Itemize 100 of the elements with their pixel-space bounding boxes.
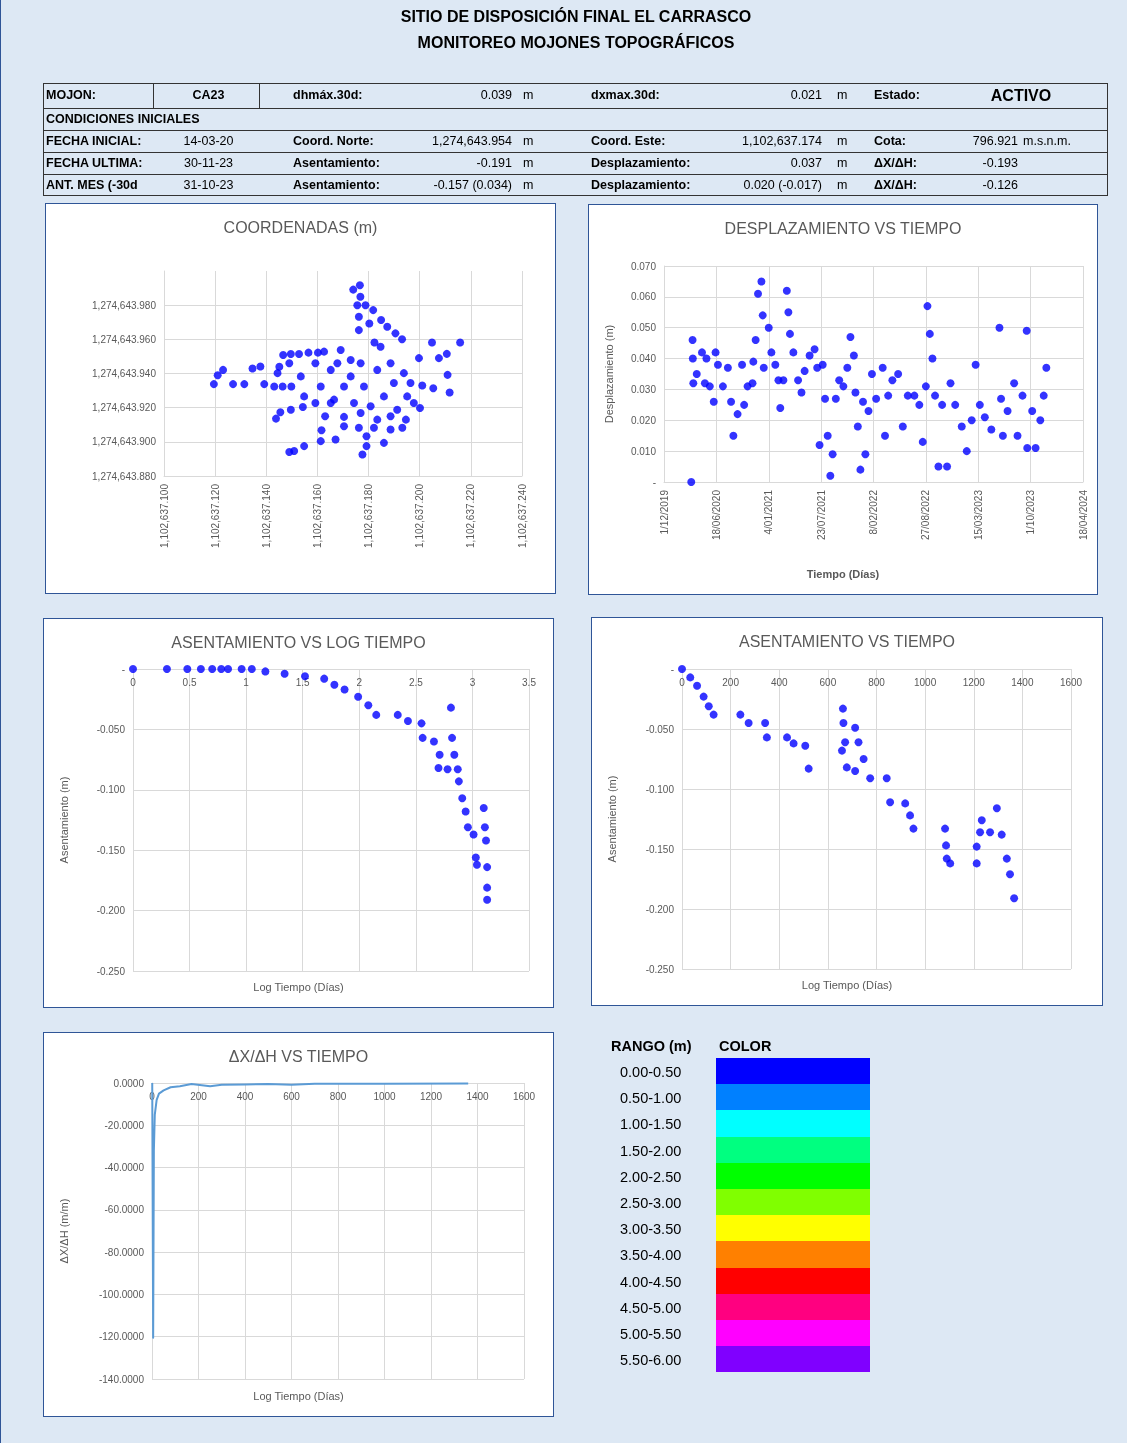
point bbox=[461, 807, 470, 816]
point bbox=[838, 704, 847, 713]
x-tick-label: 200 bbox=[190, 1090, 208, 1102]
text: Asentamiento: bbox=[293, 155, 381, 172]
text: m.s.n.m. bbox=[1023, 133, 1072, 150]
point bbox=[736, 710, 745, 719]
point bbox=[247, 665, 256, 673]
point bbox=[330, 680, 339, 689]
point bbox=[450, 750, 459, 759]
point bbox=[986, 828, 995, 837]
text: 30-11-23 bbox=[182, 155, 235, 172]
y-tick-label: -80.0000 bbox=[104, 1246, 145, 1258]
text: -0.126 bbox=[981, 177, 1018, 194]
point bbox=[237, 665, 246, 673]
x-tick-label: 600 bbox=[819, 676, 837, 688]
x-tick-label: 1 bbox=[243, 676, 250, 688]
point bbox=[686, 673, 695, 682]
point bbox=[403, 716, 412, 725]
x-tick-label: 1,102,637.160 bbox=[311, 483, 323, 548]
point bbox=[976, 828, 985, 837]
point bbox=[854, 738, 863, 747]
y-tick-label: -60.0000 bbox=[104, 1204, 145, 1216]
point bbox=[320, 674, 329, 683]
point bbox=[354, 692, 363, 701]
y-axis-title: Desplazamiento (m) bbox=[602, 324, 615, 424]
text: CONDICIONES INICIALES bbox=[46, 111, 201, 128]
point bbox=[463, 823, 472, 832]
x-tick-label: 1200 bbox=[419, 1090, 443, 1102]
point bbox=[693, 681, 702, 690]
text: 0.021 bbox=[789, 87, 822, 104]
chart-title: DESPLAZAMIENTO VS TIEMPO bbox=[724, 219, 962, 237]
text: 31-10-23 bbox=[182, 177, 235, 194]
point bbox=[418, 733, 427, 742]
point bbox=[1005, 870, 1014, 879]
y-tick-label: 0.060 bbox=[630, 291, 657, 303]
point bbox=[454, 777, 463, 786]
point bbox=[434, 764, 443, 773]
point bbox=[480, 823, 489, 832]
x-tick-label: 1,102,637.100 bbox=[158, 483, 170, 548]
text: m bbox=[837, 87, 849, 104]
y-tick-label: 1,274,643.960 bbox=[92, 333, 157, 345]
category-label: 2.50-3.00 bbox=[620, 1194, 682, 1213]
x-tick-label: 800 bbox=[868, 676, 886, 688]
point bbox=[183, 665, 192, 673]
point bbox=[941, 824, 950, 833]
y-tick-label: 0.030 bbox=[630, 383, 657, 395]
x-tick-label: 4/01/2021 bbox=[763, 489, 775, 535]
x-tick-label: 1,102,637.240 bbox=[516, 483, 528, 548]
point bbox=[704, 702, 713, 711]
y-tick-label: -0.050 bbox=[96, 723, 126, 735]
category-label: 5.50-6.00 bbox=[620, 1351, 682, 1371]
text: ΔX/ΔH: bbox=[874, 177, 918, 194]
text: FECHA INICIAL: bbox=[46, 133, 143, 150]
point bbox=[129, 665, 137, 673]
x-tick-label: 2.5 bbox=[408, 676, 424, 688]
category-label: 0.00-0.50 bbox=[620, 1063, 682, 1082]
point bbox=[886, 798, 895, 807]
y-tick-label: -0.250 bbox=[645, 963, 675, 975]
point bbox=[942, 841, 951, 850]
point bbox=[882, 774, 891, 783]
x-tick-label: 3.5 bbox=[522, 676, 537, 688]
x-tick-label: 1/10/2023 bbox=[1025, 489, 1037, 535]
y-tick-label: -100.0000 bbox=[98, 1288, 145, 1300]
point bbox=[446, 703, 455, 712]
category-label: 1.50-2.00 bbox=[620, 1141, 682, 1161]
point bbox=[744, 719, 753, 727]
point bbox=[678, 665, 686, 673]
text: Cota: bbox=[874, 133, 907, 150]
text: Coord. Este: bbox=[591, 133, 667, 150]
text: Desplazamiento: bbox=[591, 177, 692, 194]
text: MOJON: bbox=[46, 87, 97, 104]
point bbox=[851, 723, 860, 732]
text: SITIO DE DISPOSICIÓN FINAL EL CARRASCO bbox=[399, 8, 753, 26]
y-tick-label: 1,274,643.920 bbox=[92, 402, 157, 414]
y-tick-label: - bbox=[670, 663, 674, 675]
x-tick-label: 1200 bbox=[962, 676, 986, 688]
x-tick-label: 27/08/2022 bbox=[920, 489, 932, 541]
y-tick-label: 1,274,643.940 bbox=[92, 368, 157, 379]
category-label: 0.50-1.00 bbox=[620, 1089, 682, 1109]
point bbox=[417, 719, 426, 728]
text: m bbox=[523, 87, 535, 104]
point bbox=[841, 738, 850, 747]
x-tick-label: 1/12/2019 bbox=[658, 489, 670, 535]
point bbox=[909, 824, 918, 833]
text: 0.037 bbox=[789, 155, 822, 172]
x-tick-label: 18/06/2020 bbox=[710, 489, 722, 541]
y-tick-label: - bbox=[121, 663, 125, 675]
text: -0.157 (0.034) bbox=[432, 177, 512, 194]
category-label: 4.00-4.50 bbox=[620, 1272, 682, 1292]
category-label: 5.00-5.50 bbox=[620, 1325, 682, 1344]
text: m bbox=[523, 177, 535, 194]
chart-title: ASENTAMIENTO VS LOG TIEMPO bbox=[171, 633, 426, 651]
y-tick-label: 0.040 bbox=[630, 353, 657, 365]
chart-title: ASENTAMIENTO VS TIEMPO bbox=[738, 632, 956, 650]
point bbox=[458, 794, 467, 803]
point bbox=[429, 737, 438, 746]
y-tick-label: 0.010 bbox=[630, 445, 657, 457]
text: Coord. Norte: bbox=[293, 133, 375, 150]
point bbox=[472, 860, 481, 869]
point bbox=[280, 669, 289, 678]
